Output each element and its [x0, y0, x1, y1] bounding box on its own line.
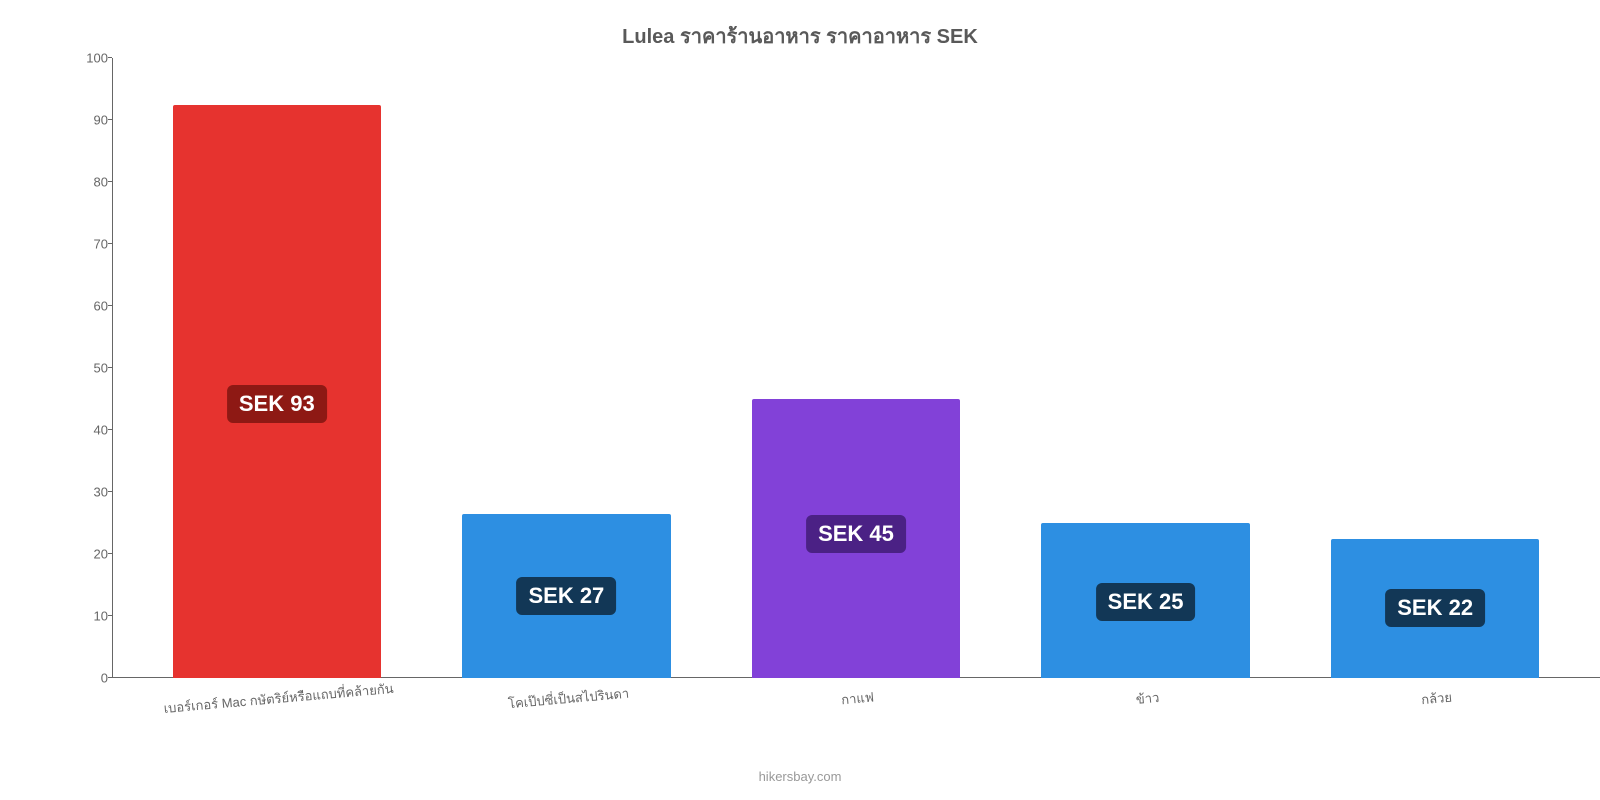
bars-group: SEK 93 SEK 27 SEK 45 SEK 25 SEK 22	[112, 58, 1600, 678]
value-badge: SEK 22	[1385, 589, 1485, 627]
bar-slot: SEK 45	[711, 58, 1001, 678]
bar-slot: SEK 93	[132, 58, 422, 678]
bar-slot: SEK 22	[1290, 58, 1580, 678]
value-badge: SEK 93	[227, 385, 327, 423]
y-tick-mark	[108, 119, 112, 120]
y-tick-mark	[108, 243, 112, 244]
value-badge: SEK 45	[806, 515, 906, 553]
y-tick-mark	[108, 615, 112, 616]
y-tick-label: 100	[72, 51, 108, 66]
chart-container: Lulea ราคาร้านอาหาร ราคาอาหาร SEK 0 10 20 3…	[0, 0, 1600, 800]
y-tick-mark	[108, 305, 112, 306]
y-tick-mark	[108, 429, 112, 430]
y-tick-mark	[108, 677, 112, 678]
value-badge: SEK 25	[1096, 583, 1196, 621]
value-badge: SEK 27	[516, 577, 616, 615]
y-tick-label: 20	[72, 547, 108, 562]
attribution-text: hikersbay.com	[0, 769, 1600, 784]
bar-slot: SEK 27	[422, 58, 712, 678]
y-tick-label: 80	[72, 175, 108, 190]
y-tick-label: 0	[72, 671, 108, 686]
chart-title: Lulea ราคาร้านอาหาร ราคาอาหาร SEK	[40, 20, 1560, 52]
y-tick-mark	[108, 553, 112, 554]
y-tick-label: 70	[72, 237, 108, 252]
y-tick-mark	[108, 57, 112, 58]
y-tick-label: 60	[72, 299, 108, 314]
y-tick-label: 50	[72, 361, 108, 376]
y-tick-mark	[108, 491, 112, 492]
bar-slot: SEK 25	[1001, 58, 1291, 678]
x-labels-group: เบอร์เกอร์ Mac กษัตริย์หรือแถบที่คล้ายกั…	[112, 678, 1600, 709]
y-tick-mark	[108, 181, 112, 182]
y-tick-label: 40	[72, 423, 108, 438]
y-tick-label: 90	[72, 113, 108, 128]
plot-area: 0102030405060708090100 SEK 93SEK 27SEK 4…	[80, 58, 1600, 678]
y-tick-mark	[108, 367, 112, 368]
y-tick-label: 10	[72, 609, 108, 624]
y-axis: 0102030405060708090100	[72, 58, 112, 678]
y-tick-label: 30	[72, 485, 108, 500]
